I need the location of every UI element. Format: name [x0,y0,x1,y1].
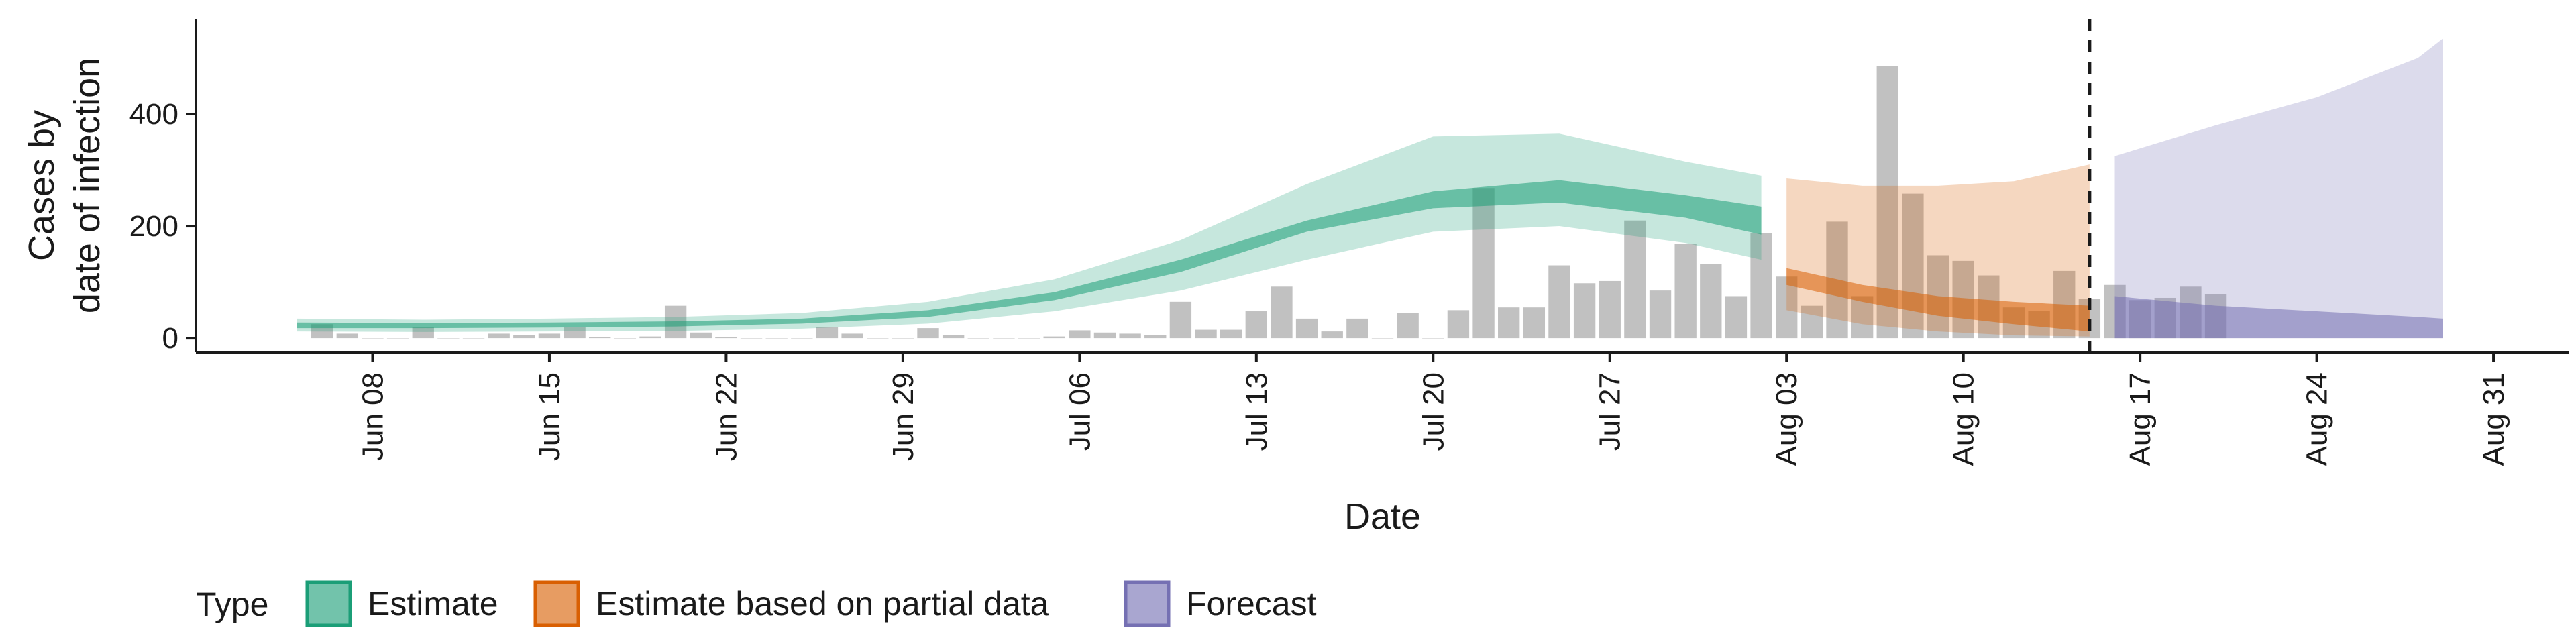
bar [513,335,535,339]
legend-swatch-estimate-based-on-partial-data [533,580,580,627]
bar [1093,332,1116,339]
x-axis-title: Date [1344,496,1421,537]
y-tick-label: 400 [129,98,178,131]
bar [1169,301,1192,339]
plot-area [297,19,2443,352]
y-axis-title-line-1: Cases by [21,110,62,261]
y-tick-label: 0 [162,322,178,355]
bar [639,336,661,339]
bar [841,333,863,339]
bar [917,328,939,339]
x-tick-label: Aug 24 [2301,372,2334,466]
x-tick-label: Aug 10 [1947,372,1980,466]
bar [1371,338,1394,339]
bar [1599,280,1621,339]
estimate-based-on-partial-data-inner-band [1786,268,2090,332]
bar [1776,276,1798,339]
bar [1801,305,1823,339]
bar [1295,318,1318,339]
estimate-inner-band [297,180,1762,329]
bar [437,338,460,339]
x-tick-label: Jun 22 [710,372,743,461]
x-tick-label: Jul 27 [1594,372,1627,451]
y-tick-label: 200 [129,210,178,243]
bar [690,332,712,339]
bar [412,327,434,339]
bar [1069,330,1091,339]
bar [1220,329,1242,339]
bar [1346,318,1368,339]
legend: Type Estimate Estimate based on partial d… [196,580,1317,627]
bar [1321,331,1343,339]
legend-swatch-forecast [1124,580,1171,627]
estimate-outer-band [297,133,1762,332]
bar [1271,286,1293,339]
bar [1674,244,1697,339]
legend-title: Type [196,586,268,623]
x-tick-label: Jul 20 [1417,372,1450,451]
bar [1472,188,1495,339]
legend-label-estimate: Estimate [368,585,498,623]
bar [1195,329,1217,339]
bar [589,337,611,339]
bar [614,338,637,339]
bar [1750,233,1772,339]
forecast-inner-band [2114,296,2443,339]
bar [1548,265,1570,339]
x-tick-label: Aug 17 [2124,372,2157,466]
bar [1725,296,1748,339]
bar [1018,338,1040,339]
bar [1397,313,1419,339]
forecast-outer-band [2114,38,2443,339]
bar [1700,264,1722,339]
legend-swatch-estimate [305,580,352,627]
y-axis-ticks: 0 200 400 [129,98,196,355]
bar [386,338,409,339]
bar [967,338,989,339]
bar [1245,311,1267,339]
bar [564,327,586,339]
bar [942,335,965,339]
bar [1447,310,1470,339]
bar [1523,307,1546,339]
bar [1043,336,1065,339]
bar [1119,333,1141,339]
bar [740,338,763,339]
bar [1573,283,1596,339]
bar [816,327,839,339]
x-tick-label: Jul 13 [1240,372,1273,451]
x-axis-ticks: Jun 08 Jun 15 Jun 22 Jun 29 Jul 06 Jul 13 Jul … [356,352,2510,466]
legend-label-estimate-based-on-partial-data: Estimate based on partial data [596,585,1049,623]
x-tick-label: Jul 06 [1063,372,1096,451]
bar [791,338,813,339]
bar [538,333,561,339]
bar [1851,296,1874,339]
bar [362,338,384,339]
bar [462,338,485,339]
legend-label-forecast: Forecast [1186,585,1317,623]
y-axis-title-line-2: date of infection [67,58,107,313]
bar [1498,307,1520,339]
bar [1649,290,1672,339]
legend-items: Estimate Estimate based on partial data Fo… [305,580,1317,627]
bar [765,338,788,339]
bar [488,333,510,339]
bands-layer [297,38,2443,339]
bar [336,333,359,339]
bar [1144,335,1167,339]
bar [892,338,914,339]
bar [715,337,737,339]
bar [993,338,1015,339]
bar [867,338,889,339]
x-tick-label: Jun 15 [533,372,566,461]
x-tick-label: Jun 29 [887,372,920,461]
x-tick-label: Aug 03 [1770,372,1803,466]
bar [1902,193,1924,339]
bar [1422,338,1444,339]
bar [1624,220,1646,339]
x-tick-label: Aug 31 [2477,372,2510,466]
x-tick-label: Jun 08 [356,372,389,461]
